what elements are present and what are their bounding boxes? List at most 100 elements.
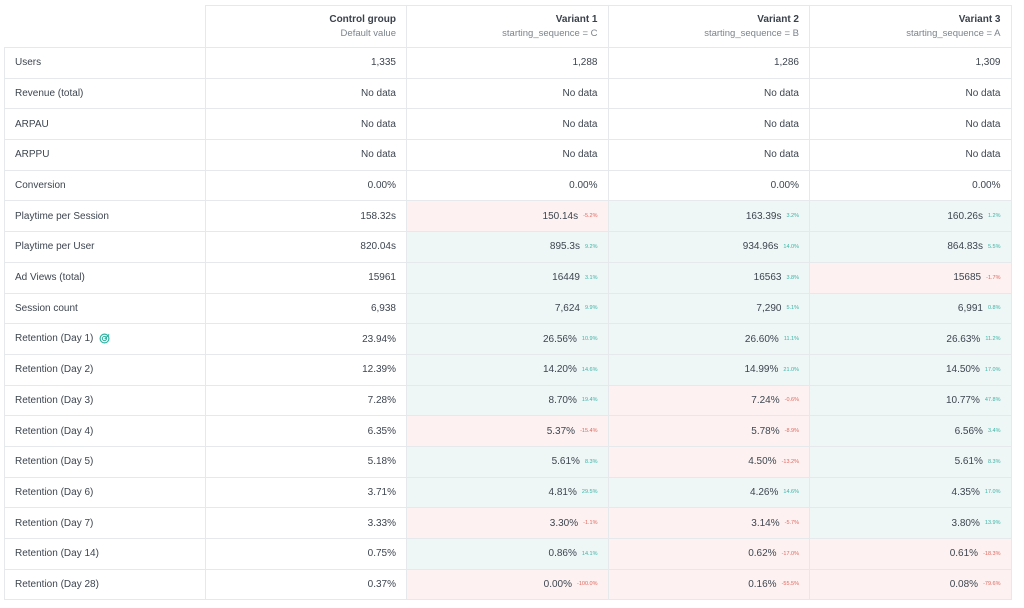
metric-value: 5.78%: [751, 425, 780, 437]
delta-percent: -55.5%: [781, 581, 799, 588]
metric-value: 163.39s: [745, 210, 782, 222]
variant-2-value-cell: 4.50% -13.2%: [607, 445, 810, 478]
metric-value: 0.00%: [569, 180, 598, 192]
metric-value: 5.37%: [546, 425, 576, 437]
metric-cell: Retention (Day 6): [4, 476, 206, 509]
control-value-cell: 1,335: [205, 47, 407, 79]
metric-value: 160.26s: [947, 210, 983, 222]
delta-percent: 11.2%: [985, 335, 1001, 342]
variant-1-value-cell: 3.30% -1.1%: [406, 507, 609, 539]
column-title: Variant 3: [958, 13, 1001, 25]
variant-2-value-cell: No data: [607, 139, 810, 171]
metric-value: 864.83s: [947, 241, 983, 253]
metric-value: 3.14%: [751, 517, 780, 529]
delta-percent: -15.4%: [580, 427, 598, 434]
metric-value: 3.33%: [367, 517, 396, 529]
metric-cell: Retention (Day 2): [4, 353, 206, 386]
metric-value: 7.28%: [367, 394, 396, 406]
column-subtitle: Default value: [340, 27, 396, 39]
table-row: Retention (Day 14) 0.75% 0.86% 14.1% 0.62% -1…: [4, 538, 1012, 570]
variant-1-value-cell: No data: [406, 108, 609, 141]
metric-cell: Ad Views (total): [4, 261, 206, 294]
delta-percent: 17.0%: [984, 366, 1001, 373]
metric-label: Retention (Day 3): [15, 394, 94, 406]
metric-value: 0.00%: [543, 579, 572, 591]
metric-value: 0.62%: [748, 548, 777, 560]
table-row: Session count 6,938 7,624 9.9% 7,290 5.1% 6,99…: [4, 292, 1012, 325]
metric-value: 26.56%: [542, 333, 577, 345]
variant-3-value-cell: 0.00%: [809, 169, 1012, 202]
delta-percent: -79.6%: [983, 581, 1001, 588]
control-value-cell: 820.04s: [205, 231, 407, 263]
metric-value: 6.56%: [954, 425, 983, 437]
variant-2-value-cell: 3.14% -5.7%: [607, 507, 810, 539]
metric-value: 10.77%: [945, 394, 980, 406]
metric-value: 3.30%: [549, 517, 579, 529]
delta-percent: -1.1%: [583, 520, 598, 527]
variant-1-value-cell: 150.14s -5.2%: [406, 200, 609, 233]
variant-1-value-cell: 895.3s 9.2%: [406, 231, 609, 263]
metric-value: 1,335: [370, 57, 396, 69]
variant-2-value-cell: 26.60% 11.1%: [607, 323, 810, 355]
metric-value: No data: [562, 88, 598, 100]
delta-percent: -1.7%: [986, 274, 1001, 281]
table-row: Retention (Day 6) 3.71% 4.81% 29.5% 4.26% 14.…: [4, 476, 1012, 509]
metric-value: 16449: [552, 272, 580, 284]
metric-value: 895.3s: [549, 241, 580, 253]
variant-2-value-cell: No data: [607, 77, 810, 110]
variant-2-value-cell: 5.78% -8.9%: [607, 415, 810, 447]
metric-value: No data: [763, 88, 799, 100]
column-header-variant-2: Variant 2 starting_sequence = B: [607, 5, 810, 48]
metric-value: No data: [965, 149, 1001, 161]
column-subtitle: starting_sequence = B: [704, 27, 799, 39]
column-title: Variant 1: [555, 13, 598, 25]
metric-label: Playtime per User: [15, 241, 95, 253]
metric-value: 15961: [368, 272, 396, 284]
metric-value: 0.00%: [770, 180, 799, 192]
metric-value: 820.04s: [360, 241, 396, 253]
delta-percent: -18.3%: [983, 550, 1001, 557]
metric-cell: Playtime per Session: [4, 200, 206, 233]
metric-label: ARPPU: [15, 149, 50, 161]
table-row: Playtime per User 820.04s 895.3s 9.2% 934.96…: [4, 231, 1012, 263]
control-value-cell: 0.00%: [205, 169, 407, 202]
metric-value: 14.99%: [744, 364, 779, 376]
control-value-cell: 0.75%: [205, 538, 407, 570]
metric-label: Users: [15, 57, 42, 69]
metric-value: 26.60%: [744, 333, 779, 345]
table-row: Conversion 0.00% 0.00% 0.00% 0.00%: [4, 169, 1012, 202]
header-corner: [4, 5, 206, 48]
table-row: Retention (Day 1) 23.94% 26.56% 10.9% 26.60%…: [4, 323, 1012, 355]
variant-3-value-cell: 26.63% 11.2%: [809, 323, 1012, 355]
metric-value: 158.32s: [360, 210, 396, 222]
metric-cell: Retention (Day 7): [4, 507, 206, 539]
table-row: Playtime per Session 158.32s 150.14s -5.2% 1…: [4, 200, 1012, 233]
control-value-cell: 5.18%: [205, 445, 407, 478]
column-header-variant-1: Variant 1 starting_sequence = C: [406, 5, 609, 48]
metric-value: 5.61%: [954, 456, 983, 468]
metric-value: 0.37%: [367, 579, 396, 591]
metric-value: 16563: [753, 272, 782, 284]
table-row: Retention (Day 2) 12.39% 14.20% 14.6% 14.99%…: [4, 353, 1012, 386]
variant-3-value-cell: 0.08% -79.6%: [809, 568, 1012, 601]
delta-percent: 11.1%: [783, 335, 799, 342]
metric-value: 6.35%: [367, 425, 396, 437]
column-header-variant-3: Variant 3 starting_sequence = A: [809, 5, 1012, 48]
metric-label: Retention (Day 14): [15, 548, 99, 560]
metric-cell: Retention (Day 28): [4, 568, 206, 601]
ab-test-results: Control group Default value Variant 1 st…: [4, 5, 1012, 601]
metric-value: 14.20%: [542, 364, 577, 376]
delta-percent: -100.0%: [577, 581, 598, 588]
variant-2-value-cell: 1,286: [607, 47, 810, 79]
table-row: ARPPU No data No data No data No data: [4, 139, 1012, 171]
variant-2-value-cell: 0.00%: [607, 169, 810, 202]
variant-1-value-cell: 5.61% 8.3%: [406, 445, 609, 478]
metric-value: 150.14s: [542, 210, 579, 222]
metric-value: 26.63%: [946, 333, 981, 345]
delta-percent: -5.7%: [784, 520, 799, 527]
results-body: Users 1,335 1,288 1,286 1,309 Revenue (total)…: [4, 47, 1012, 601]
variant-2-value-cell: 4.26% 14.6%: [607, 476, 810, 509]
metric-cell: Users: [4, 47, 206, 79]
table-row: Retention (Day 28) 0.37% 0.00% -100.0% 0.16%…: [4, 568, 1012, 601]
variant-3-value-cell: 160.26s 1.2%: [809, 200, 1012, 233]
